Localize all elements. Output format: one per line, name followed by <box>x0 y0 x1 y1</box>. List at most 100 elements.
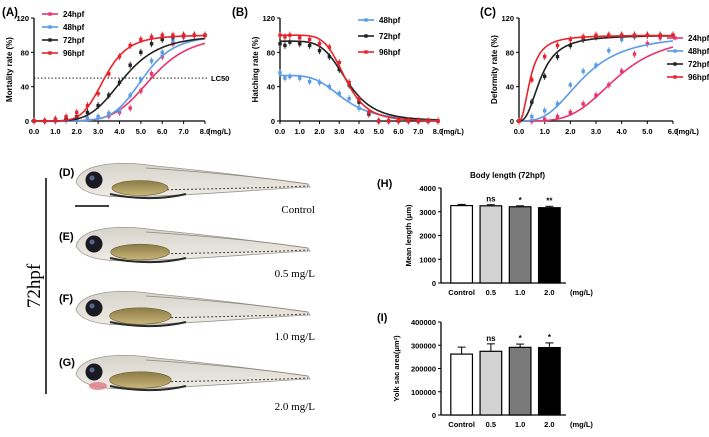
bar-0.5 <box>479 350 503 416</box>
legend-label-96hpf: 96hpf <box>379 48 401 57</box>
data-point-48hpf <box>85 116 90 121</box>
significance-2.0: * <box>548 333 552 342</box>
fish-body <box>75 355 311 390</box>
data-point-48hpf <box>307 79 312 84</box>
y-tick-label: 200000 <box>411 365 436 374</box>
data-point-96hpf <box>594 33 598 37</box>
data-point-24hpf <box>149 72 154 76</box>
y-tick-label: 0 <box>25 117 29 126</box>
data-point-24hpf <box>568 110 573 115</box>
panel-label-f: (F) <box>59 293 73 305</box>
panel-label-h: (H) <box>377 178 393 190</box>
data-point-24hpf <box>607 83 611 87</box>
data-point-96hpf <box>317 42 322 46</box>
legend-label-24hpf: 24hpf <box>63 10 85 19</box>
x-tick-label: 4.0 <box>616 127 626 136</box>
fish-caption-2-0: 2.0 mg/L <box>275 401 316 413</box>
legend-label-48hpf: 48hpf <box>688 47 709 56</box>
x-tick-label: 4.0 <box>114 127 124 136</box>
bar-Control <box>450 204 474 284</box>
category-label-2.0: 2.0 <box>544 288 554 297</box>
data-point-48hpf <box>298 76 302 80</box>
data-point-72hpf <box>128 63 132 67</box>
fish-belly-pigment <box>109 193 187 200</box>
x-tick-label: 6.0 <box>393 127 403 136</box>
data-point-72hpf <box>288 40 292 44</box>
fish-eye-highlight <box>89 303 95 309</box>
y-tick-label: 40 <box>506 83 514 92</box>
x-tick-label: 2.0 <box>314 127 324 136</box>
legend-marker-48hpf <box>364 18 368 22</box>
significance-1.0: * <box>519 334 523 343</box>
data-point-48hpf <box>327 84 332 89</box>
legend-label-48hpf: 48hpf <box>63 23 85 32</box>
data-point-48hpf <box>317 80 322 85</box>
data-point-72hpf <box>307 43 312 48</box>
panel-label-a: (A) <box>2 7 18 19</box>
data-point-96hpf <box>542 54 547 59</box>
y-tick-label: 4000 <box>419 184 436 193</box>
bar-0.5 <box>479 205 503 284</box>
data-point-96hpf <box>396 119 401 123</box>
data-point-48hpf <box>117 109 122 113</box>
y-tick-label: 0 <box>510 117 514 126</box>
series-line-24hpf <box>519 46 674 122</box>
data-point-96hpf <box>416 119 420 123</box>
x-tick-label: 0.0 <box>29 127 39 136</box>
data-point-96hpf <box>149 35 154 39</box>
data-point-96hpf <box>426 119 430 123</box>
chart-c-deformity: 0 40 80 120 0.0 1.0 2.0 3.0 4.0 5.0 6.0(mg/L) Defor… <box>490 14 709 136</box>
fish-eye-highlight <box>89 175 95 181</box>
data-point-72hpf <box>117 80 122 85</box>
data-point-96hpf <box>581 35 585 39</box>
data-point-48hpf <box>139 78 143 82</box>
x-tick-label: 5.0 <box>374 127 384 136</box>
chart-b-hatching: 0 40 80 120 0.0 1.0 2.0 3.0 4.0 5.0 6.0 7.0 8.0(mg/L… <box>251 14 464 136</box>
fish-yolk-sac <box>109 307 172 325</box>
x-tick-label: 1.0 <box>50 127 60 136</box>
data-point-48hpf <box>555 102 560 106</box>
data-point-48hpf <box>530 115 534 119</box>
chart-h-body-length: Body length (72hpf) 0 1000 2000 3000 4000 Mean… <box>404 171 593 297</box>
category-label-0.5: 0.5 <box>486 420 496 429</box>
legend-marker-72hpf <box>673 62 677 66</box>
data-point-72hpf <box>327 54 332 59</box>
data-point-24hpf <box>139 89 143 93</box>
data-point-96hpf <box>139 37 143 42</box>
data-point-72hpf <box>555 54 560 59</box>
data-point-96hpf <box>32 119 36 123</box>
fish-yolk-sac <box>111 180 169 196</box>
y-tick-label: 300000 <box>411 341 436 350</box>
y-tick-label: 120 <box>262 14 275 23</box>
category-label-0.5: 0.5 <box>486 288 496 297</box>
legend-marker-48hpf <box>673 49 677 53</box>
panel-label-i: (I) <box>377 312 388 324</box>
legend-marker-24hpf <box>673 36 677 40</box>
data-point-72hpf <box>317 48 322 53</box>
fish-notochord <box>145 167 309 185</box>
data-point-48hpf <box>619 37 624 42</box>
x-tick-label: 3.0 <box>93 127 103 136</box>
fish-body <box>75 163 311 198</box>
fish-eye <box>85 171 103 189</box>
data-point-48hpf <box>568 83 573 87</box>
fish-pigment-line <box>150 377 309 383</box>
data-point-72hpf <box>107 93 111 97</box>
fish-head-edema <box>89 382 107 390</box>
data-point-48hpf <box>278 71 282 75</box>
series-line-72hpf <box>518 35 673 122</box>
data-point-96hpf <box>171 33 175 37</box>
x-unit-label: (mg/L) <box>676 127 699 136</box>
data-point-96hpf <box>288 33 292 37</box>
bar-1.0 <box>508 346 532 416</box>
data-point-48hpf <box>283 76 287 80</box>
legend-label-72hpf: 72hpf <box>379 32 401 41</box>
fish-pigment-line <box>150 313 309 319</box>
data-point-72hpf <box>298 42 302 46</box>
x-tick-label: 8.0 <box>433 127 443 136</box>
data-point-72hpf <box>542 74 547 79</box>
data-point-96hpf <box>377 119 381 123</box>
data-point-96hpf <box>436 119 440 123</box>
x-unit-label: (mg/L) <box>570 420 593 429</box>
y-axis-label: Hatching rate (%) <box>251 36 260 102</box>
